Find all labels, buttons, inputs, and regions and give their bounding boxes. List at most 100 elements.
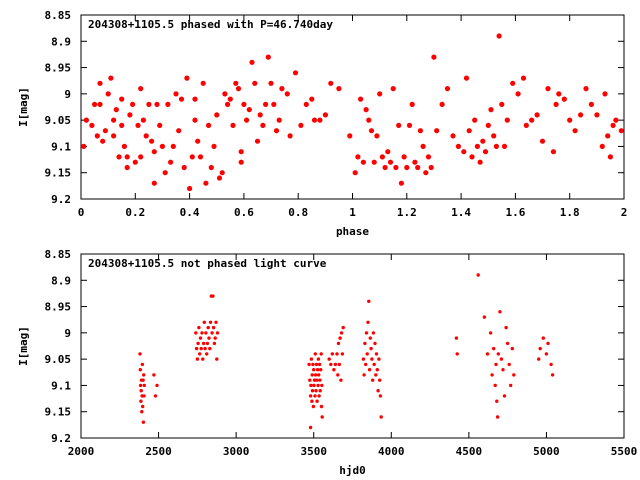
- chart-2-data-point: [313, 373, 318, 377]
- chart-1-data-point: [360, 159, 366, 165]
- chart-1-data-point: [89, 122, 95, 128]
- chart-2-data-point: [312, 368, 316, 372]
- chart-2-data-point: [367, 368, 372, 372]
- chart-1-data-point: [515, 91, 521, 97]
- chart-2-data-point: [211, 294, 215, 298]
- chart-2-data-point: [141, 404, 145, 409]
- chart-1-x-tick-label: 1.6: [505, 206, 525, 219]
- chart-1-y-tick-label: 8.85: [45, 9, 72, 22]
- chart-2-data-point: [498, 310, 502, 314]
- chart-2-data-point: [377, 357, 381, 361]
- chart-1-data-point: [423, 170, 429, 176]
- chart-2-data-point: [339, 378, 343, 382]
- chart-2-data-point: [309, 357, 314, 361]
- chart-1-data-point: [235, 86, 242, 92]
- chart-2-data-point: [372, 362, 376, 367]
- chart-1-data-point: [417, 128, 423, 134]
- chart-1-data-point: [195, 138, 201, 144]
- chart-1-x-tick-label: 0.8: [288, 206, 308, 219]
- chart-1-data-point: [499, 101, 505, 107]
- chart-1-y-tick-label: 9: [64, 88, 71, 101]
- chart-1-data-point: [124, 164, 130, 171]
- chart-2-data-point: [153, 394, 158, 398]
- chart-2-data-point: [335, 352, 339, 356]
- chart-2-y-tick-label: 9.1: [51, 379, 71, 392]
- chart-2-plot-frame: [80, 253, 625, 439]
- chart-1-data-point: [355, 154, 361, 160]
- chart-1-data-point: [428, 164, 434, 171]
- chart-1-data-point: [138, 154, 144, 160]
- chart-1-x-tick-label: 0.6: [234, 206, 254, 219]
- chart-1-data-point: [390, 86, 396, 92]
- chart-1-data-point: [176, 128, 182, 134]
- chart-1-x-tick-label: 0: [78, 206, 85, 219]
- chart-2-data-point: [373, 341, 377, 346]
- chart-1-data-point: [398, 180, 404, 186]
- chart-1-data-point: [214, 112, 220, 118]
- chart-1-title: 204308+1105.5 phased with P=46.740day: [88, 18, 333, 31]
- chart-2-data-point: [379, 415, 383, 419]
- chart-1-data-point: [366, 117, 372, 123]
- chart-2-data-point: [488, 331, 493, 335]
- chart-1-data-point: [260, 122, 266, 128]
- chart-1-y-tick-label: 8.9: [51, 35, 71, 48]
- chart-1-x-axis-label: phase: [336, 225, 369, 238]
- chart-2-data-point: [320, 383, 324, 388]
- chart-2-y-tick-label: 9: [64, 327, 71, 340]
- chart-1-x-tick-label: 2: [621, 206, 628, 219]
- chart-1-data-point: [252, 80, 258, 86]
- chart-1-data-point: [523, 122, 529, 128]
- chart-2-data-point: [202, 320, 206, 324]
- chart-1-data-point: [382, 164, 388, 171]
- chart-1-data-point: [610, 122, 616, 128]
- chart-2-data-point: [493, 383, 497, 388]
- chart-1-data-point: [588, 101, 595, 107]
- chart-2-x-axis-label: hjd0: [339, 464, 366, 477]
- chart-1-data-point: [138, 86, 144, 92]
- chart-1-data-point: [311, 117, 318, 123]
- chart-1-data-point: [219, 170, 225, 176]
- chart-2-data-point: [374, 373, 378, 377]
- chart-1-data-point: [594, 112, 600, 118]
- chart-1-data-point: [379, 154, 385, 160]
- chart-1-data-point: [572, 128, 578, 134]
- chart-2-data-point: [317, 362, 322, 367]
- chart-2-data-point: [155, 383, 159, 388]
- chart-1-data-point: [140, 117, 146, 123]
- chart-2-data-point: [311, 404, 316, 409]
- chart-2-data-point: [492, 346, 496, 351]
- chart-1-data-point: [181, 164, 187, 171]
- chart-1-data-point: [556, 91, 562, 97]
- chart-1-data-point: [238, 159, 244, 165]
- chart-1-data-point: [578, 112, 584, 118]
- chart-2-data-point: [313, 352, 317, 356]
- chart-1-data-point: [111, 117, 117, 123]
- chart-2-data-point: [327, 357, 331, 361]
- chart-2-data-point: [371, 331, 376, 335]
- chart-1-data-point: [374, 133, 380, 139]
- chart-2-x-tick-label: 4500: [456, 445, 483, 458]
- chart-2-data-point: [507, 362, 511, 367]
- chart-1-data-point: [317, 117, 323, 123]
- chart-1-data-point: [480, 138, 486, 144]
- chart-2-data-point: [308, 378, 312, 382]
- chart-2-data-point: [315, 399, 319, 403]
- chart-1-data-point: [520, 75, 527, 81]
- chart-2-data-point: [319, 404, 324, 409]
- chart-1-data-point: [100, 138, 106, 144]
- chart-1-data-point: [474, 143, 480, 149]
- chart-2-data-point: [195, 357, 200, 361]
- chart-2-data-point: [537, 357, 541, 361]
- chart-2-data-point: [138, 352, 142, 356]
- chart-2-data-point: [215, 357, 219, 361]
- chart-1-data-point: [377, 91, 383, 97]
- chart-2-data-point: [330, 352, 334, 356]
- chart-1-data-point: [108, 75, 114, 81]
- chart-2-data-point: [363, 341, 367, 346]
- chart-1-data-point: [461, 149, 467, 155]
- chart-1-data-point: [482, 149, 489, 155]
- chart-1-data-point: [401, 154, 407, 160]
- chart-2-data-point: [214, 320, 218, 324]
- chart-2-data-point: [310, 399, 314, 403]
- chart-2-data-point: [375, 368, 379, 372]
